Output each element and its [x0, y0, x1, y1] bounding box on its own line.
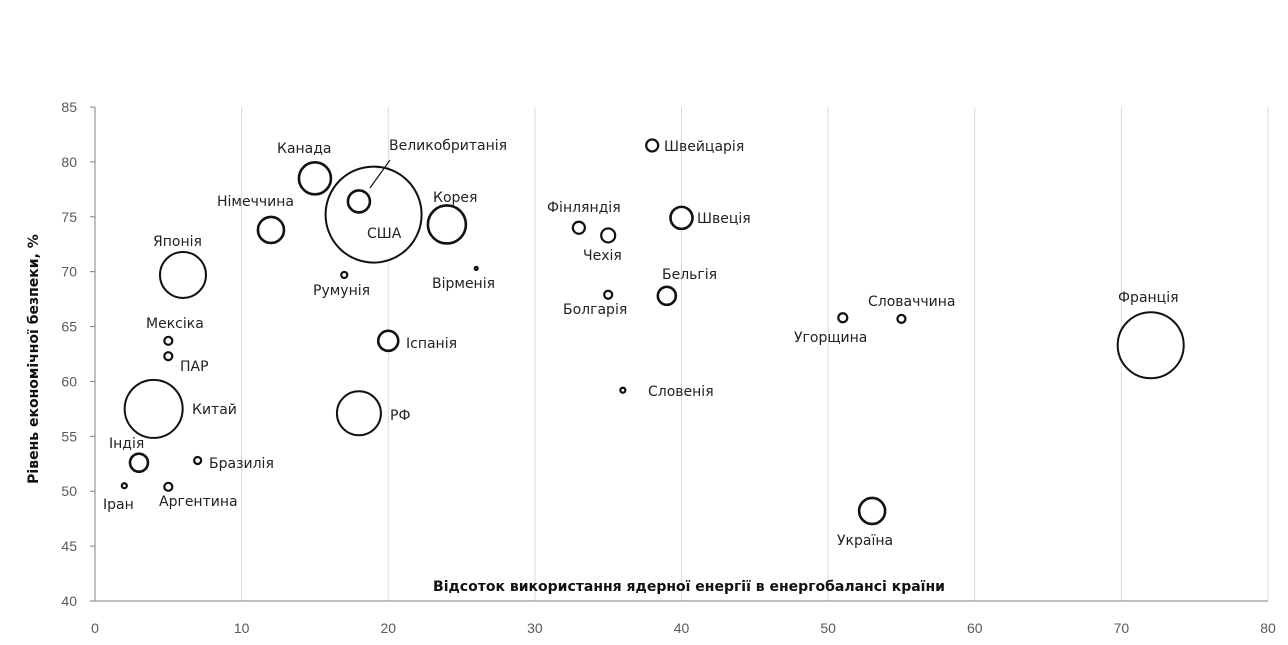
point-label: Франція: [1118, 290, 1179, 306]
point-label: Великобританія: [389, 138, 507, 154]
y-tick-label: 75: [61, 209, 77, 225]
bubble-point: [376, 329, 400, 353]
point-label: Китай: [192, 402, 237, 418]
bubble-point: [163, 351, 174, 362]
bubble-point: [120, 482, 128, 490]
bubble-point: [669, 205, 694, 231]
x-tick-label: 50: [820, 620, 836, 636]
point-label: РФ: [390, 408, 411, 424]
y-tick-label: 45: [61, 538, 77, 554]
bubble-point: [158, 250, 207, 299]
point-label: Вірменія: [432, 276, 495, 292]
x-tick-label: 60: [967, 620, 983, 636]
point-label: Бельгія: [662, 267, 717, 283]
point-label: Румунія: [313, 283, 370, 299]
point-label: Словаччина: [868, 294, 956, 310]
data-points: [120, 138, 1185, 526]
x-tick-label: 20: [380, 620, 396, 636]
point-labels: США Великобританія Канада Німеччина Корея Япо…: [103, 138, 1179, 549]
bubble-point: [571, 220, 586, 235]
bubble-point: [340, 270, 349, 280]
point-label: Мексіка: [146, 316, 204, 332]
point-label: Швеція: [697, 211, 751, 227]
bubble-point: [656, 285, 678, 307]
x-tick-label: 0: [91, 620, 99, 636]
leader-line: [369, 159, 391, 189]
axis-titles: Відсоток використання ядерної енергії в …: [26, 234, 945, 595]
x-tick-label: 10: [234, 620, 250, 636]
bubble-point: [346, 189, 372, 214]
bubble-point: [324, 165, 423, 264]
point-label: Фінляндія: [547, 200, 621, 216]
x-axis-title: Відсоток використання ядерної енергії в …: [433, 579, 945, 595]
point-label: Німеччина: [217, 194, 294, 210]
bubble-point: [163, 481, 174, 492]
point-label: Чехія: [583, 248, 622, 264]
point-label: Індія: [109, 436, 144, 452]
bubble-point: [335, 390, 382, 437]
x-tick-label: 80: [1260, 620, 1276, 636]
bubble-point: [297, 161, 333, 196]
point-label: Корея: [433, 190, 477, 206]
y-tick-label: 70: [61, 264, 77, 280]
bubble-point: [619, 386, 627, 394]
y-tick-label: 60: [61, 373, 77, 389]
bubble-point: [857, 496, 887, 526]
point-label: Словенія: [648, 384, 714, 400]
point-label: Іспанія: [406, 336, 457, 352]
bubble-point: [1116, 311, 1185, 380]
point-label: Аргентина: [159, 494, 238, 510]
bubble-point: [600, 227, 617, 244]
bubble-point: [473, 265, 479, 271]
point-label: Угорщина: [794, 330, 867, 346]
x-tick-label: 30: [527, 620, 543, 636]
bubble-point: [645, 138, 660, 153]
bubble-point: [896, 313, 907, 324]
y-axis-title: Рівень економічної безпеки, %: [26, 234, 42, 484]
bubble-point: [603, 289, 614, 300]
bubble-point: [128, 452, 150, 473]
tick-labels: 40 45 50 55 60 65 70 75 80 85 0 10 20 30 40 50 60 70 80: [61, 99, 1276, 636]
axes: [90, 106, 1268, 602]
point-label: США: [367, 226, 402, 242]
point-label: Бразилія: [209, 456, 274, 472]
y-tick-label: 65: [61, 319, 77, 335]
bubble-point: [123, 378, 184, 439]
x-tick-label: 70: [1114, 620, 1130, 636]
y-tick-label: 85: [61, 99, 77, 115]
bubble-point: [163, 335, 174, 346]
point-label: Швейцарія: [664, 139, 744, 155]
bubble-point: [256, 215, 286, 245]
point-label: Болгарія: [563, 302, 627, 318]
point-label: Україна: [837, 533, 893, 549]
x-tick-label: 40: [674, 620, 690, 636]
point-label: ПАР: [180, 359, 209, 375]
y-tick-label: 55: [61, 428, 77, 444]
point-label: Японія: [153, 234, 202, 250]
bubble-point: [193, 455, 203, 466]
bubble-point: [837, 312, 849, 324]
y-tick-label: 40: [61, 593, 77, 609]
y-tick-label: 50: [61, 483, 77, 499]
bubble-point: [426, 204, 468, 245]
point-label: Канада: [277, 141, 332, 157]
point-label: Іран: [103, 497, 134, 513]
y-tick-label: 80: [61, 154, 77, 170]
